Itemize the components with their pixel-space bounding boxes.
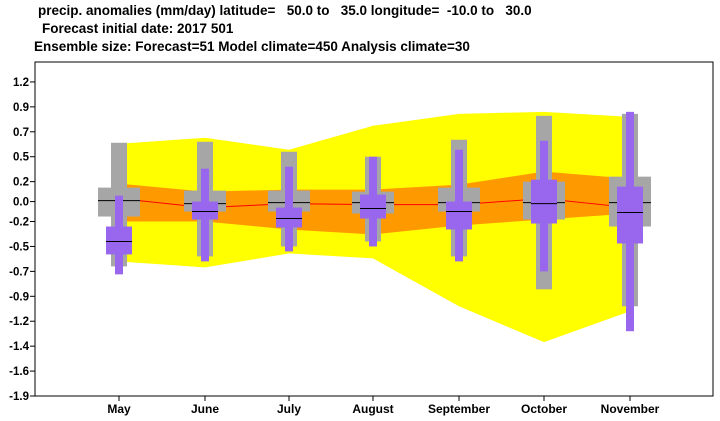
y-tick-label: -0.7 [9, 266, 29, 278]
y-tick-label: 0.5 [13, 152, 30, 164]
forecast-box [531, 179, 557, 224]
forecast-box [106, 226, 132, 255]
y-tick-label: 1.2 [13, 77, 29, 89]
chart-title-line1: precip. anomalies (mm/day) latitude= 50.… [38, 3, 532, 18]
chart-title-line2: Forecast initial date: 2017 501 [42, 21, 234, 36]
y-tick-label: -1.2 [9, 316, 29, 328]
forecast-box [276, 207, 302, 228]
x-tick-label: October [521, 402, 567, 416]
y-tick-label: -0.9 [9, 291, 29, 303]
chart-title-line3: Ensemble size: Forecast=51 Model climate… [34, 39, 470, 54]
forecast-box [192, 201, 218, 220]
x-tick-label: May [107, 402, 131, 416]
x-tick-label: June [191, 402, 219, 416]
forecast-box [617, 186, 643, 244]
y-tick-label: 0.9 [13, 102, 29, 114]
plot-frame [34, 61, 714, 397]
forecast-box [446, 201, 472, 230]
x-tick-label: November [601, 402, 660, 416]
x-tick-label: September [428, 402, 490, 416]
y-tick-label: -1.9 [9, 391, 29, 403]
y-tick-label: 0.7 [13, 127, 29, 139]
y-tick-label: 0.0 [13, 197, 29, 209]
axes: 1.2 0.9 0.7 0.5 0.2 0.0 -0.2 -0.5 -0.7 -0.9 -1.2 -1… [9, 61, 714, 416]
y-tick-label: 0.2 [13, 177, 29, 189]
y-tick-label: -0.2 [9, 217, 29, 229]
y-tick-label: -0.5 [9, 241, 29, 253]
forecast-boxes [106, 111, 643, 332]
x-tick-label: August [352, 402, 393, 416]
forecast-box [360, 194, 386, 219]
y-tick-label: -1.4 [9, 341, 29, 353]
x-tick-label: July [277, 402, 301, 416]
y-tick-label: -1.6 [9, 366, 29, 378]
